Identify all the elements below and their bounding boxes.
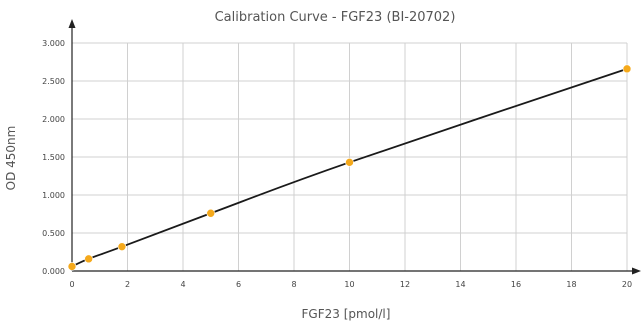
- chart-title: Calibration Curve - FGF23 (BI-20702): [215, 10, 456, 25]
- x-axis-arrow-icon: [632, 267, 641, 275]
- x-tick-label: 0: [69, 280, 74, 289]
- y-axis-label: OD 450nm: [4, 126, 18, 191]
- x-tick-labels: 0 2 4 6 8 10 12 14 16 18 20: [69, 280, 632, 289]
- x-tick-label: 16: [511, 280, 521, 289]
- y-tick-label: 1.500: [42, 153, 65, 162]
- data-point: [622, 64, 632, 74]
- x-tick-label: 8: [291, 280, 296, 289]
- x-tick-label: 18: [566, 280, 576, 289]
- data-point: [84, 254, 93, 264]
- y-tick-label: 1.000: [42, 191, 65, 200]
- x-tick-label: 20: [622, 280, 632, 289]
- y-axis-arrow-icon: [68, 19, 76, 28]
- data-point: [67, 262, 77, 271]
- y-tick-label: 0.500: [42, 229, 65, 238]
- y-tick-label: 3.000: [42, 39, 65, 48]
- y-tick-labels: 0.000 0.500 1.000 1.500 2.000 2.500 3.000: [42, 39, 65, 276]
- x-tick-label: 14: [455, 280, 465, 289]
- y-tick-label: 2.000: [42, 115, 65, 124]
- x-tick-label: 10: [344, 280, 354, 289]
- y-tick-label: 2.500: [42, 77, 65, 86]
- data-points: [67, 64, 632, 271]
- x-tick-label: 2: [125, 280, 130, 289]
- axes: [68, 19, 641, 275]
- x-axis-label: FGF23 [pmol/l]: [302, 307, 391, 321]
- data-point: [206, 208, 216, 218]
- data-point: [345, 158, 354, 167]
- grid: [72, 42, 628, 271]
- data-point: [117, 242, 127, 251]
- y-tick-label: 0.000: [42, 267, 65, 276]
- x-tick-label: 12: [400, 280, 410, 289]
- x-tick-label: 4: [180, 280, 185, 289]
- x-tick-label: 6: [236, 280, 241, 289]
